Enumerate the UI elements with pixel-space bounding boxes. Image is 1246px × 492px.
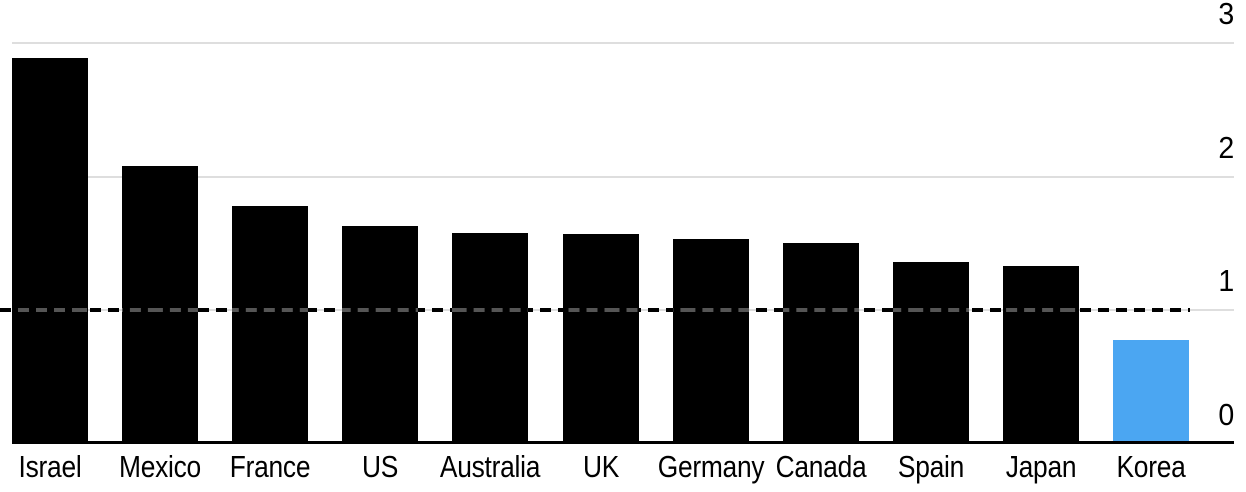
bar-germany — [672, 239, 749, 444]
reference-line-segment — [232, 308, 309, 313]
gridline-2 — [12, 175, 1234, 178]
reference-line-segment — [892, 308, 969, 313]
x-axis-label-japan: Japan — [1005, 449, 1077, 484]
x-axis-label-israel: Israel — [18, 449, 82, 484]
gridline-3 — [12, 41, 1234, 44]
bar-france — [232, 206, 309, 444]
reference-line-segment — [342, 308, 419, 313]
x-axis-label-france: France — [229, 449, 311, 484]
reference-line-segment — [122, 308, 199, 313]
bar-australia — [452, 232, 529, 444]
y-axis-label-1: 1 — [1218, 263, 1234, 299]
x-axis-label-uk: UK — [582, 449, 619, 484]
x-axis-label-mexico: Mexico — [119, 449, 202, 484]
bar-korea — [1113, 339, 1189, 444]
bar-spain — [892, 262, 969, 444]
x-axis-line — [12, 441, 1234, 444]
reference-line-segment — [672, 308, 749, 313]
reference-line-segment — [782, 308, 859, 313]
bar-canada — [782, 243, 859, 444]
bar-us — [342, 226, 419, 444]
x-axis-label-australia: Australia — [440, 449, 541, 484]
x-axis-label-us: US — [362, 449, 399, 484]
reference-line-segment — [562, 308, 639, 313]
y-axis-label-0: 0 — [1218, 397, 1234, 432]
bar-japan — [1002, 266, 1079, 444]
x-axis-label-germany: Germany — [657, 449, 764, 484]
bar-uk — [562, 234, 639, 444]
reference-line-segment — [12, 308, 88, 313]
bar-mexico — [122, 165, 199, 444]
x-axis-label-korea: Korea — [1116, 449, 1186, 484]
x-axis-label-canada: Canada — [775, 449, 867, 484]
y-axis-label-2: 2 — [1218, 129, 1234, 165]
bar-israel — [12, 57, 88, 444]
x-axis-label-spain: Spain — [897, 449, 964, 484]
reference-line-segment — [1002, 308, 1079, 313]
y-axis-label-3: 3 — [1218, 0, 1234, 31]
reference-line-segment — [452, 308, 529, 313]
